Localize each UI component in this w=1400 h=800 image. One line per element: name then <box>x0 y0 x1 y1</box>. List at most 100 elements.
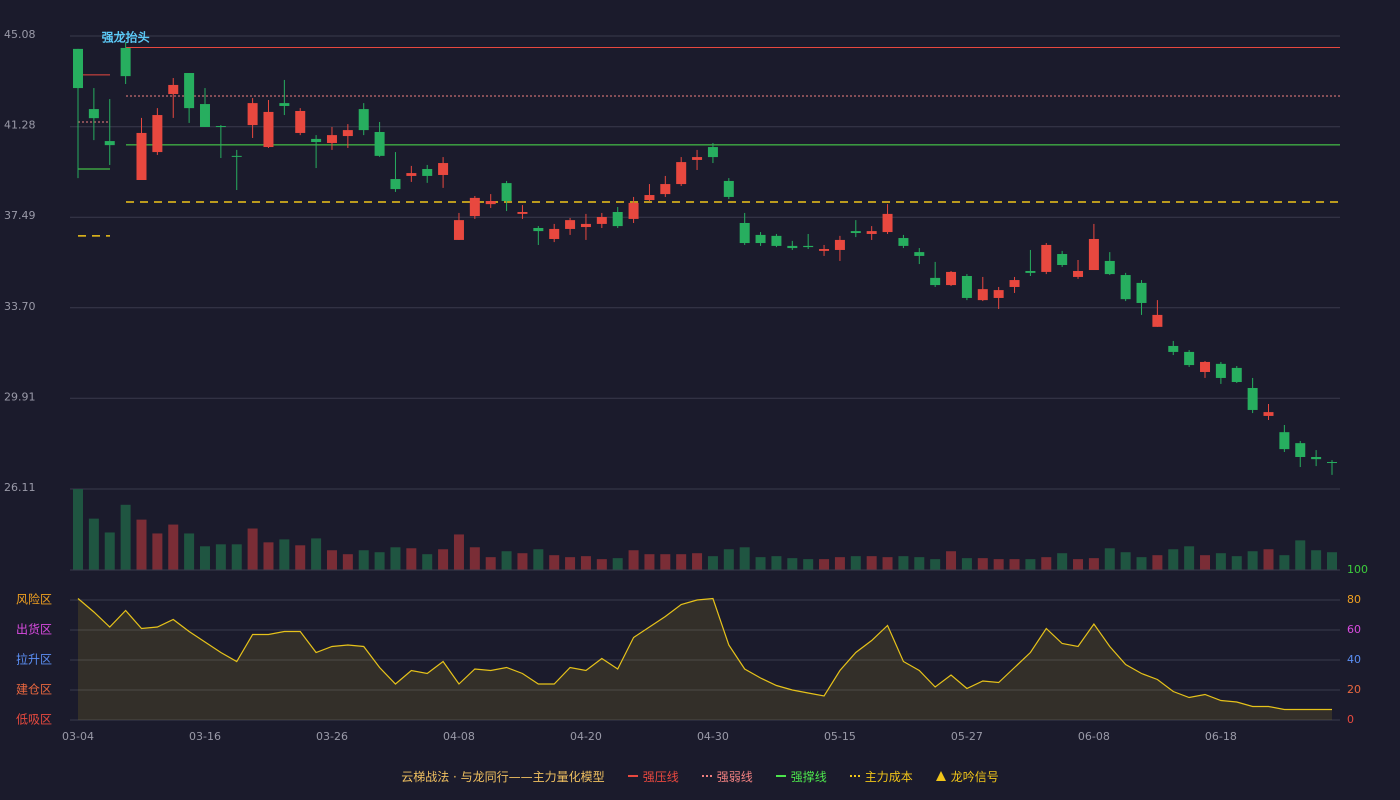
candle-body <box>104 141 115 146</box>
legend-triangle <box>935 771 946 781</box>
volume-bar <box>850 556 861 570</box>
zone-label: 建仓区 <box>16 683 52 697</box>
volume-bar <box>1247 551 1258 570</box>
candle-body <box>930 277 941 286</box>
volume-bar <box>390 547 401 570</box>
volume-bar <box>152 533 163 570</box>
y-tick-label: 41.28 <box>4 119 36 132</box>
volume-bar <box>263 542 274 570</box>
y-tick-label: 29.91 <box>4 390 36 403</box>
candle-body <box>152 115 163 153</box>
candle-body <box>1136 282 1147 303</box>
volume-bar <box>1041 557 1052 570</box>
y-tick-label: 37.49 <box>4 209 36 222</box>
volume-bar <box>1279 555 1290 570</box>
legend-glyph <box>849 775 860 777</box>
candle-body <box>215 126 226 128</box>
x-tick-label: 03-04 <box>62 730 94 743</box>
legend-item: 强撑线 <box>775 768 827 785</box>
zone-label: 拉升区 <box>16 652 52 667</box>
volume-bar <box>231 544 242 570</box>
volume-bar <box>739 547 750 570</box>
volume-bar <box>422 554 433 570</box>
volume-bar <box>549 555 560 570</box>
volume-bar <box>485 557 496 570</box>
candle-body <box>406 173 417 176</box>
volume-bar <box>73 489 83 570</box>
candle-body <box>580 223 591 228</box>
candle-body <box>73 48 83 89</box>
volume-bar <box>803 559 814 570</box>
volume-bar <box>834 557 845 570</box>
annotation: 强龙抬头 <box>102 30 150 45</box>
legend-label: 强撑线 <box>790 769 827 784</box>
volume-bar <box>565 557 576 570</box>
candle-body <box>311 138 322 143</box>
candle-body <box>723 180 734 197</box>
candle-body <box>866 231 877 234</box>
legend-item: 强弱线 <box>701 768 753 785</box>
volume-bar <box>279 539 290 570</box>
volume-bar <box>1073 559 1084 570</box>
volume-bar <box>1311 550 1322 570</box>
candle-body <box>612 211 623 227</box>
y-tick-label: 100 <box>1347 563 1368 576</box>
volume-bar <box>1104 548 1115 570</box>
volume-bar <box>787 558 798 570</box>
candle-body <box>1168 345 1179 352</box>
volume-bar <box>136 519 147 570</box>
candle-body <box>1120 275 1131 300</box>
volume-bar <box>898 556 909 570</box>
volume-bar <box>469 547 480 570</box>
candle-body <box>1279 432 1290 450</box>
candle-body <box>914 252 925 256</box>
volume-bar <box>184 533 195 570</box>
candle-body <box>1073 270 1084 277</box>
volume-bar <box>1263 549 1274 570</box>
candle-body <box>1231 367 1242 383</box>
candle-body <box>438 163 449 175</box>
volume-bar <box>406 548 417 570</box>
candle-body <box>453 220 464 240</box>
volume-bar <box>1168 549 1179 570</box>
candle-body <box>469 197 480 217</box>
y-tick-label: 60 <box>1347 623 1361 636</box>
volume-bar <box>723 549 734 570</box>
y-tick-label: 45.08 <box>4 28 36 41</box>
candle-body <box>342 130 353 137</box>
candle-body <box>517 211 528 214</box>
candle-body <box>533 227 544 232</box>
legend-label: 强弱线 <box>716 769 753 784</box>
legend-label: 主力成本 <box>864 769 913 784</box>
legend-title: 云梯战法 · 与龙同行——主力量化模型 <box>401 769 605 784</box>
volume-bar <box>644 554 655 570</box>
volume-bar <box>660 554 671 570</box>
volume-bar <box>358 550 369 570</box>
candle-body <box>168 84 179 95</box>
x-tick-label: 03-16 <box>189 730 221 743</box>
candle-body <box>1327 462 1337 464</box>
y-tick-label: 20 <box>1347 683 1361 696</box>
volume-bar <box>1184 546 1195 570</box>
candle-body <box>1041 244 1052 272</box>
candle-body <box>660 184 671 195</box>
volume-bar <box>771 556 782 570</box>
candle-body <box>279 103 290 106</box>
candle-body <box>628 202 639 219</box>
volume-bar <box>1215 553 1226 570</box>
volume-bar <box>453 534 464 570</box>
y-tick-label: 40 <box>1347 653 1361 666</box>
candle-body <box>184 73 195 109</box>
volume-bar <box>88 518 99 570</box>
oscillator-line <box>77 597 1332 711</box>
volume-bar <box>517 553 528 570</box>
legend: 云梯战法 · 与龙同行——主力量化模型 强压线 强弱线 强撑线 主力成本 龙吟信号 <box>0 764 1400 788</box>
candle-body <box>1152 314 1163 327</box>
x-tick-label: 06-08 <box>1078 730 1110 743</box>
volume-bar <box>707 556 718 570</box>
candle-body <box>1295 443 1306 458</box>
candle-body <box>1311 457 1322 460</box>
x-tick-label: 04-30 <box>697 730 729 743</box>
chart: 26.11 29.91 33.70 37.49 41.28 45.08 03-04 03-16… <box>4 28 1368 743</box>
